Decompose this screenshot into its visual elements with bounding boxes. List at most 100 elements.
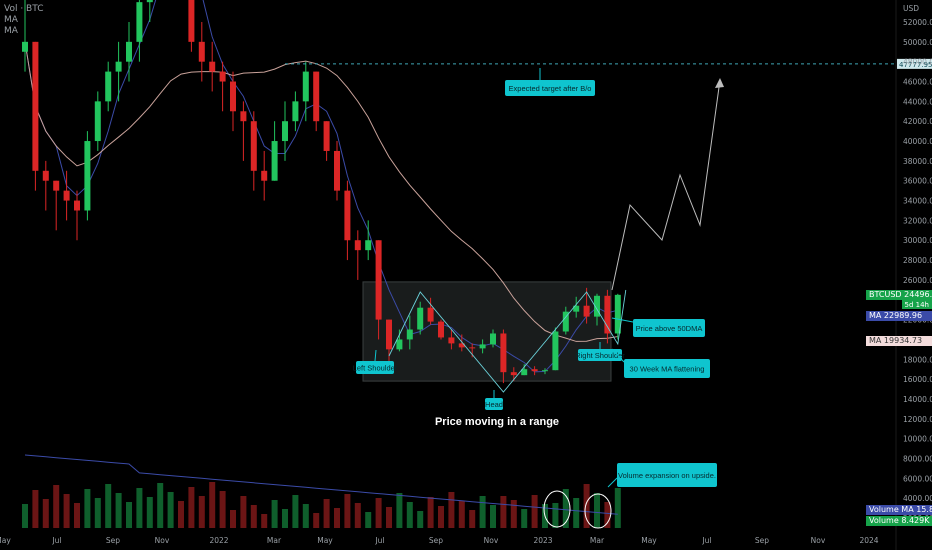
candle-body xyxy=(531,369,538,372)
x-tick-label: 2022 xyxy=(209,536,228,545)
ma-slow-tag: MA 19934.73 xyxy=(866,336,932,346)
y-tick-label: 30000.00 xyxy=(903,236,932,245)
candle-body xyxy=(198,41,205,62)
ma-slow-line xyxy=(24,41,618,342)
candle-body xyxy=(115,61,122,72)
candle-body xyxy=(365,240,372,251)
candle-body xyxy=(573,305,580,312)
candle-body xyxy=(250,121,257,171)
time-axis[interactable]: May Jul Sep Nov 2022 Mar May Jul Sep Nov 2023 Mar Ma… xyxy=(0,536,879,545)
y-tick-label: 36000.00 xyxy=(903,177,932,186)
x-tick-label: Nov xyxy=(155,536,170,545)
annotation-ma-flattening-label: 30 Week MA flattening xyxy=(630,365,705,374)
candle-body xyxy=(406,329,413,340)
annotation-right-shoulder-box xyxy=(578,349,622,361)
volume-circle-2 xyxy=(584,493,612,529)
y-tick-label: 28000.00 xyxy=(903,256,932,265)
candle-body xyxy=(209,61,216,72)
volume-bar xyxy=(510,500,517,528)
volume-bar xyxy=(562,489,569,528)
candle-body xyxy=(469,347,476,349)
candle-body xyxy=(396,339,403,350)
legend-ma-2[interactable]: MA xyxy=(4,26,18,36)
candle-body xyxy=(458,343,465,348)
volume-bar xyxy=(42,499,49,528)
volume-bar xyxy=(209,482,216,528)
ma-slow-value: 19934.73 xyxy=(883,336,923,345)
candle-body xyxy=(386,319,392,350)
annotation-volume-expansion-pointer xyxy=(607,477,618,488)
annotation-price-above-ma-pointer xyxy=(611,317,634,323)
y-tick-label: 14000.00 xyxy=(903,395,932,404)
candle-body xyxy=(490,333,496,345)
candle-body xyxy=(188,0,195,42)
volume-bar xyxy=(375,498,382,528)
candle-body xyxy=(417,307,424,330)
candle-body xyxy=(146,0,153,3)
volume-bar xyxy=(302,504,309,528)
volume-bar xyxy=(136,488,143,528)
y-tick-label: 50000.00 xyxy=(903,38,932,47)
volume-bar xyxy=(271,500,278,528)
candle-body xyxy=(562,311,569,332)
y-tick-label: 40000.00 xyxy=(903,137,932,146)
last-price-value: 24496.00 xyxy=(904,290,932,299)
volume-bar xyxy=(115,493,122,528)
x-tick-label: May xyxy=(0,536,11,545)
annotation-volume-expansion-box xyxy=(617,463,717,487)
y-tick-label: 46000.00 xyxy=(903,78,932,87)
candle-body xyxy=(344,190,351,241)
legend-volume[interactable]: Vol · BTC xyxy=(4,4,44,14)
annotation-price-above-ma-box xyxy=(633,319,705,337)
annotation-head-box xyxy=(485,398,503,410)
x-tick-label: Jul xyxy=(701,536,711,545)
legend-ma-1[interactable]: MA xyxy=(4,15,18,25)
x-tick-label: Nov xyxy=(484,536,499,545)
x-tick-label: May xyxy=(641,536,657,545)
volume-bar xyxy=(126,502,132,528)
candle-body xyxy=(261,170,268,181)
volume-label: Volume xyxy=(869,516,899,525)
x-tick-label: Nov xyxy=(811,536,826,545)
volume-ma-value: 15.849K xyxy=(916,505,932,514)
x-tick-label: Mar xyxy=(590,536,605,545)
annotation-ma-flattening-box xyxy=(624,359,710,378)
price-axis[interactable]: 52000.00 50000.00 48000.00 46000.00 44000.00… xyxy=(903,4,932,523)
volume-bar xyxy=(531,495,538,528)
y-tick-label: 38000.00 xyxy=(903,157,932,166)
ma-fast-line xyxy=(24,0,618,373)
y-axis-currency: USD xyxy=(903,4,919,13)
candle-body xyxy=(84,141,91,211)
annotation-left-shoulder-box xyxy=(356,361,394,374)
volume-bar xyxy=(573,498,580,528)
volume-bar xyxy=(198,496,205,528)
projection-path xyxy=(611,79,721,291)
ma-slow-label: MA xyxy=(869,336,882,345)
volume-bar xyxy=(313,513,320,528)
volume-bar xyxy=(354,503,361,528)
annotations: 47777.95 Expected target after B/o Left Sh… xyxy=(285,58,932,529)
volume-bar xyxy=(427,497,434,528)
candle-body xyxy=(32,41,39,171)
volume-bar xyxy=(594,493,600,528)
x-tick-label: May xyxy=(317,536,333,545)
y-tick-label: 10000.00 xyxy=(903,435,932,444)
volume-bar xyxy=(53,485,60,528)
candle-body xyxy=(22,41,28,52)
volume-bar xyxy=(219,491,226,528)
candle-body xyxy=(282,121,288,142)
y-tick-label: 34000.00 xyxy=(903,197,932,206)
pattern-line xyxy=(388,289,627,393)
x-tick-label: 2024 xyxy=(859,536,878,545)
candle-body xyxy=(53,180,60,191)
volume-bar xyxy=(552,503,559,528)
candle-body xyxy=(302,71,309,102)
candle-body xyxy=(542,370,548,372)
candle-body xyxy=(105,71,112,102)
annotation-left-shoulder-label: Left Shoulder xyxy=(353,364,398,373)
volume-bar xyxy=(22,504,28,528)
volume-bar xyxy=(604,502,611,528)
annotation-head-label: Head xyxy=(485,400,503,409)
x-tick-label: Jul xyxy=(51,536,61,545)
